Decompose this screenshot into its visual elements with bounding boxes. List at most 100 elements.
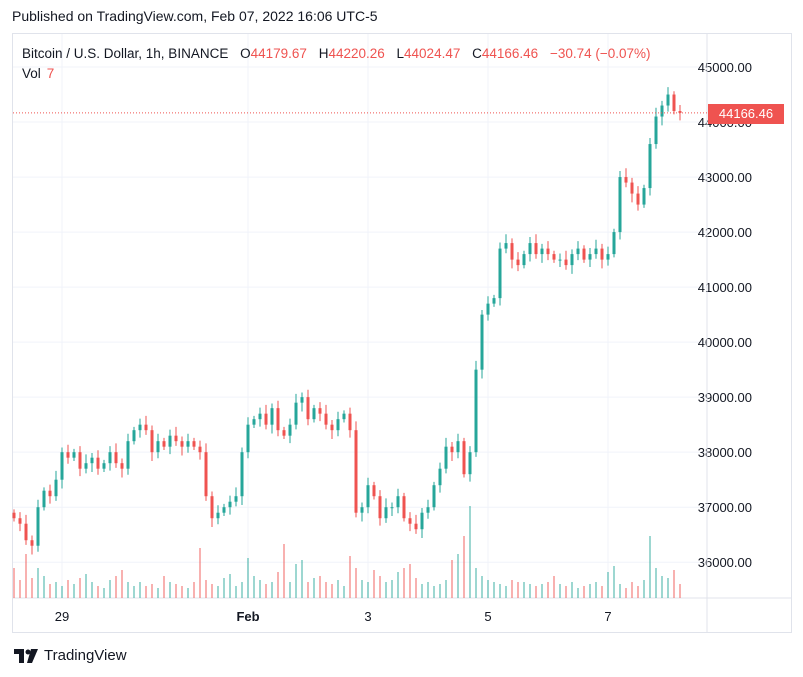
x-tick-label: 5 (484, 609, 491, 624)
candle-body (96, 457, 100, 469)
volume-bar (535, 586, 537, 598)
candle-body (24, 523, 28, 541)
candle-body (396, 496, 400, 508)
volume-bar (175, 584, 177, 598)
candle-body (234, 496, 238, 502)
volume-bar (667, 578, 669, 598)
volume-bar (157, 588, 159, 598)
candle-body (408, 518, 412, 524)
volume-bar (73, 584, 75, 598)
symbol-title: Bitcoin / U.S. Dollar, 1h, BINANCE (22, 46, 229, 61)
candle-body (504, 243, 508, 249)
volume-bar (295, 564, 297, 598)
candle-body (174, 435, 178, 442)
candle-body (276, 408, 280, 431)
candle-body (156, 441, 160, 453)
volume-bar (109, 580, 111, 598)
volume-bar (277, 572, 279, 598)
candle-body (324, 413, 328, 425)
candle-body (186, 441, 190, 447)
volume-bar (289, 582, 291, 598)
candle-body (72, 452, 76, 458)
candle-body (594, 248, 598, 255)
candle-body (486, 303, 490, 315)
volume-bar (661, 576, 663, 598)
volume-bar (565, 586, 567, 598)
candle-body (132, 430, 136, 442)
close-label: C (472, 46, 482, 61)
candle-body (12, 512, 16, 519)
volume-bar (49, 584, 51, 598)
volume-bar (607, 572, 609, 598)
candle-body (78, 452, 82, 469)
volume-bar (271, 582, 273, 598)
volume-bar (55, 582, 57, 598)
candle-body (102, 463, 106, 469)
candle-body (138, 424, 142, 431)
candle-body (168, 435, 172, 447)
last-price-tag: 44166.46 (708, 104, 784, 124)
candle-body (660, 105, 664, 117)
volume-bar (403, 568, 405, 598)
volume-bar (169, 582, 171, 598)
candle-body (246, 424, 250, 453)
y-tick-label: 41000.00 (698, 280, 752, 295)
high-value: 44220.26 (328, 46, 385, 61)
candle-body (552, 254, 556, 260)
candle-body (108, 452, 112, 464)
candle-body (450, 446, 454, 453)
candle-body (366, 485, 370, 508)
volume-bar (679, 584, 681, 598)
candle-body (288, 424, 292, 436)
y-tick-label: 45000.00 (698, 60, 752, 75)
candle-body (354, 430, 358, 513)
volume-bar (631, 582, 633, 598)
candle-body (462, 441, 466, 475)
volume-bar (103, 588, 105, 598)
volume-bar (223, 578, 225, 598)
volume-bar (241, 582, 243, 598)
volume-bar (349, 556, 351, 598)
volume-bar (199, 548, 201, 598)
volume-bar (145, 586, 147, 598)
candle-body (672, 94, 676, 112)
volume-bar (655, 568, 657, 598)
candle-body (120, 463, 124, 469)
candle-body (150, 430, 154, 453)
candle-body (294, 402, 298, 425)
volume-bar (313, 578, 315, 598)
x-tick-label: 3 (364, 609, 371, 624)
candle-body (204, 452, 208, 497)
volume-bar (523, 582, 525, 598)
y-tick-label: 36000.00 (698, 555, 752, 570)
volume-bar (559, 584, 561, 598)
y-tick-label: 42000.00 (698, 225, 752, 240)
tradingview-logo-icon (14, 648, 38, 663)
volume-bar (589, 584, 591, 598)
candle-body (438, 468, 442, 486)
volume-bar (385, 582, 387, 598)
candle-body (630, 182, 634, 194)
candle-body (510, 243, 514, 260)
candle-body (42, 490, 46, 508)
volume-bar (91, 582, 93, 598)
volume-bar (427, 582, 429, 598)
volume-bar (613, 566, 615, 598)
y-tick-label: 40000.00 (698, 335, 752, 350)
candle-body (198, 446, 202, 453)
candle-body (456, 441, 460, 453)
candle-body (642, 188, 646, 205)
y-tick-label: 38000.00 (698, 445, 752, 460)
candle-body (432, 485, 436, 508)
candle-body (360, 507, 364, 513)
volume-bar (85, 574, 87, 598)
candle-body (570, 254, 574, 266)
candle-body (546, 248, 550, 255)
candle-body (36, 507, 40, 546)
candle-body (540, 248, 544, 255)
close-value: 44166.46 (481, 46, 539, 61)
volume-bar (619, 584, 621, 598)
candle-body (258, 413, 262, 420)
candle-body (480, 314, 484, 370)
